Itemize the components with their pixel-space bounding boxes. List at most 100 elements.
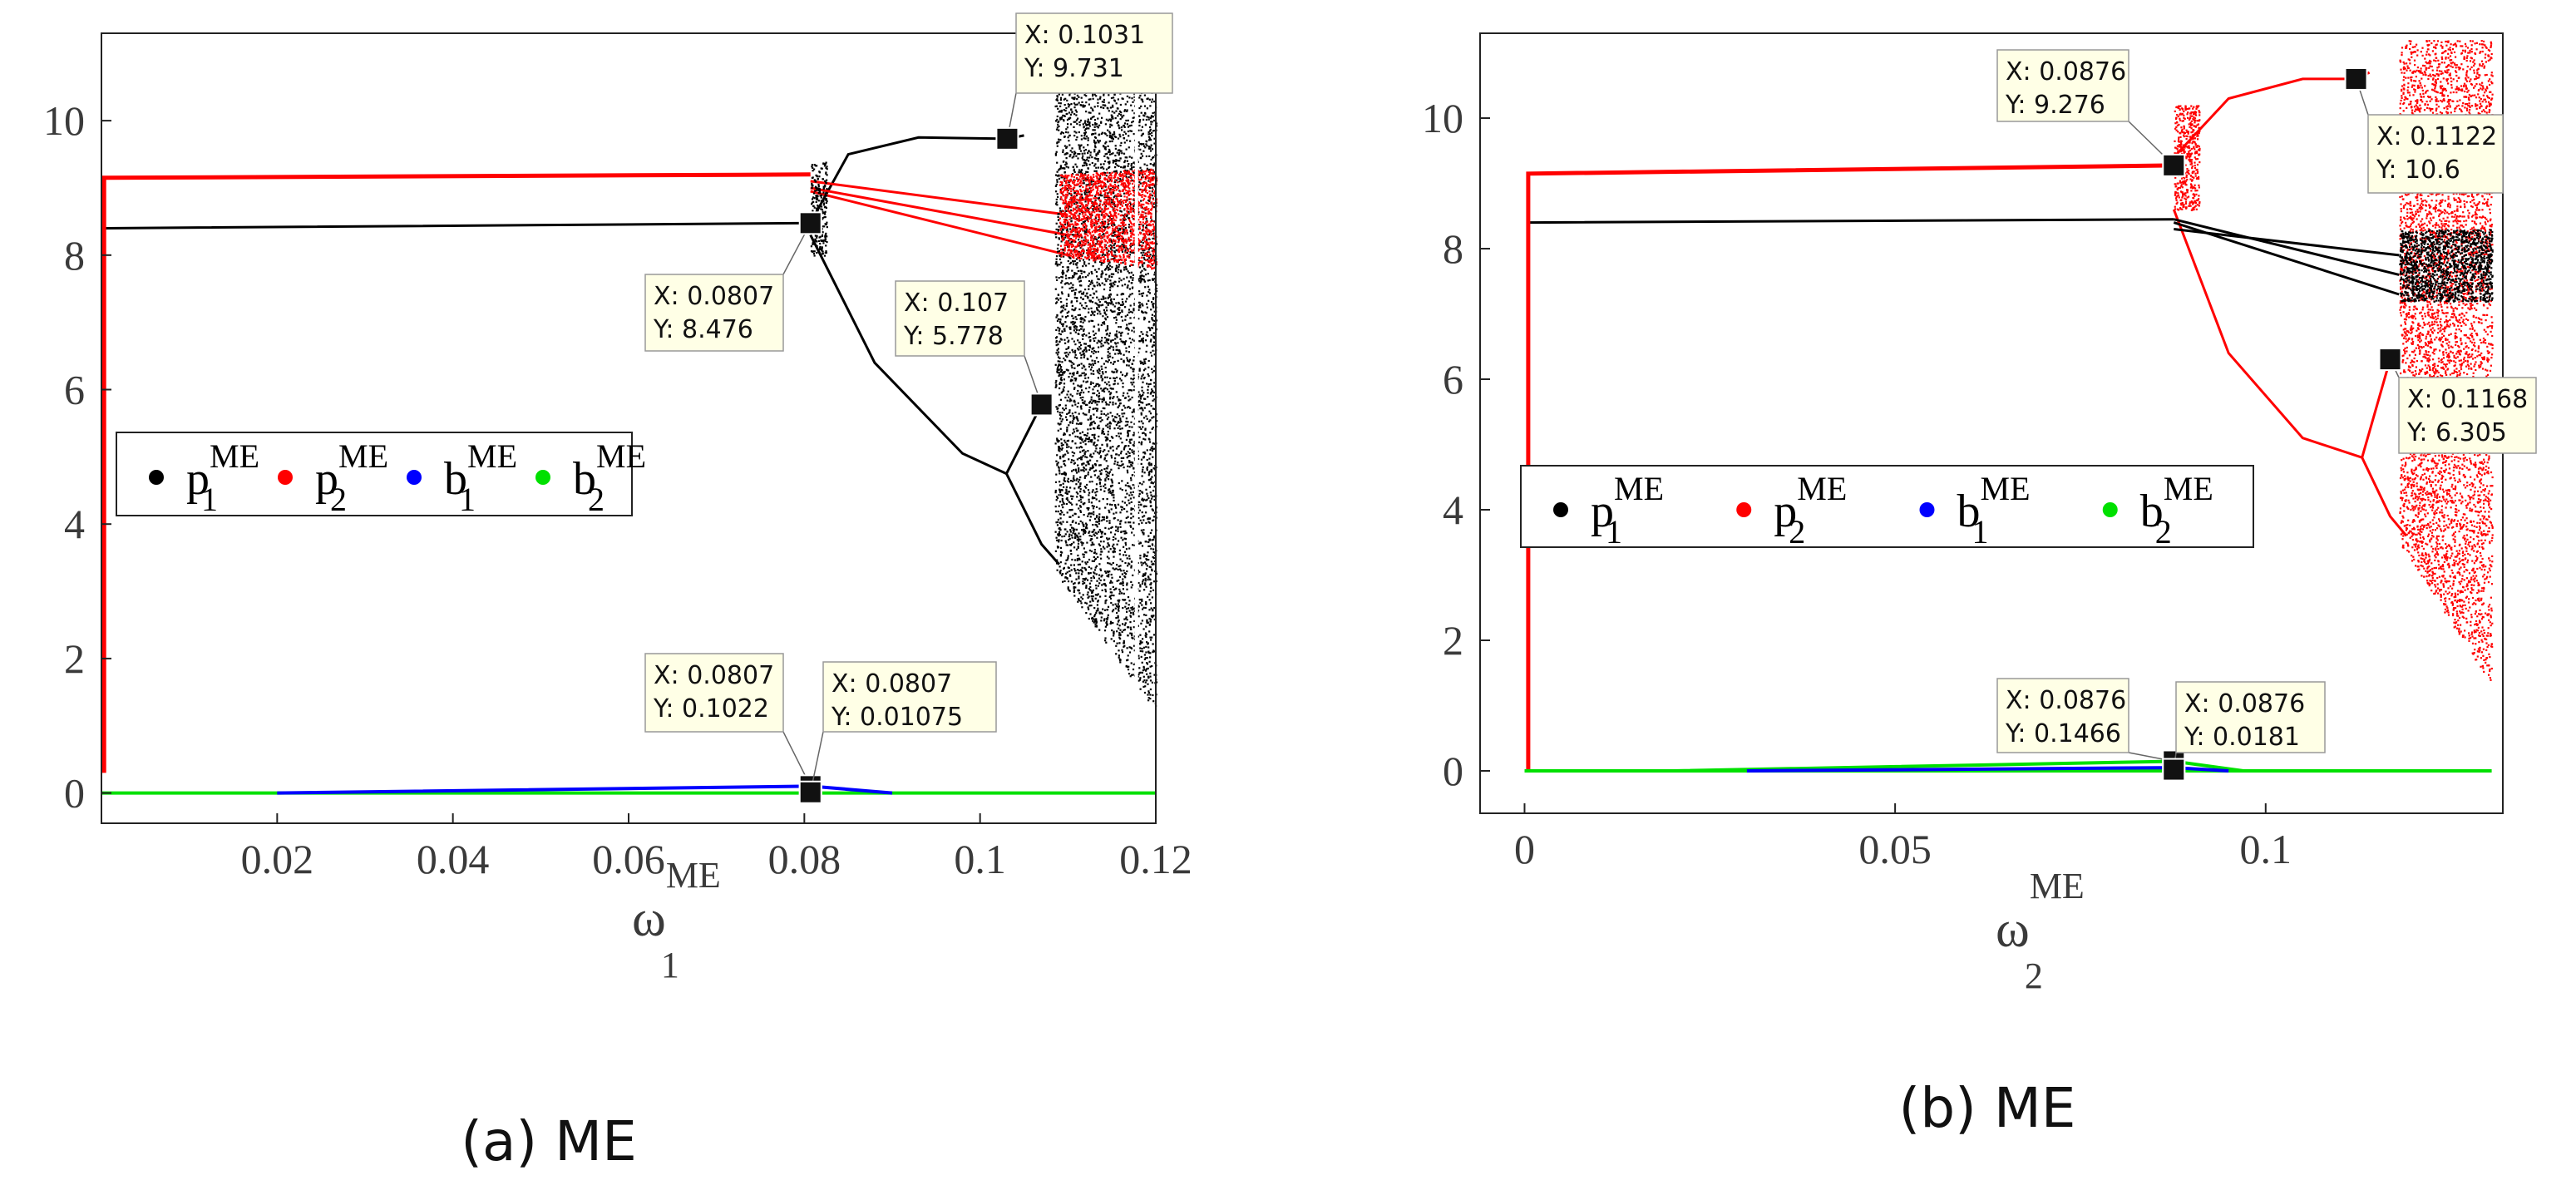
- p1-chaos-point: [1152, 230, 1155, 232]
- p1-chaos-point: [1144, 433, 1147, 436]
- p1-chaos-point: [1147, 646, 1150, 649]
- p1-transition-point: [818, 247, 822, 249]
- p1-chaos-point: [1110, 135, 1113, 137]
- p1-chaos-point: [1088, 98, 1090, 101]
- p1-chaos-point: [1092, 464, 1094, 467]
- p1-chaos-point: [1081, 399, 1083, 402]
- p1-chaos-point: [1133, 452, 1135, 455]
- p1-chaos-point: [1112, 561, 1114, 565]
- p1-chaos-point: [1106, 338, 1108, 341]
- p1-chaos-point: [1124, 397, 1127, 399]
- p1-chaos-point: [1142, 532, 1145, 535]
- p1-chaos-point: [1115, 435, 1118, 437]
- p1-chaos-point: [1068, 574, 1072, 576]
- p1-chaos-point: [1067, 353, 1069, 356]
- p1-chaos-point: [1065, 304, 1068, 307]
- p1-chaos-point: [1141, 598, 1143, 600]
- p1-chaos-point: [1056, 204, 1059, 206]
- p1-chaos-point: [1078, 540, 1080, 542]
- p1-chaos-point: [1108, 421, 1111, 423]
- p1-chaos-point: [1065, 497, 1068, 500]
- p1-chaos-point: [1079, 406, 1082, 408]
- p1-chaos-point: [1079, 491, 1082, 493]
- p1-chaos-point: [1084, 551, 1087, 554]
- p1-chaos-point: [1078, 374, 1081, 377]
- p1-chaos-point: [1100, 132, 1103, 136]
- p1-chaos-point: [1110, 491, 1113, 495]
- p1-chaos-point: [1153, 142, 1156, 145]
- p1-chaos-point: [1139, 401, 1142, 403]
- p1-chaos-point: [1093, 116, 1095, 118]
- p1-chaos-point: [1110, 339, 1113, 342]
- p1-chaos-point: [1141, 389, 1143, 392]
- p1-chaos-point: [1133, 195, 1136, 197]
- p1-chaos-point: [1118, 245, 1121, 248]
- p1-chaos-point: [1145, 634, 1147, 636]
- p1-chaos-point: [1072, 351, 1074, 353]
- p1-chaos-point: [1103, 541, 1105, 543]
- p1-chaos-point: [1064, 464, 1067, 467]
- p1-chaos-point: [1057, 439, 1059, 442]
- p1-chaos-point: [1073, 153, 1075, 156]
- p1-chaos-point: [1133, 116, 1136, 119]
- p1-chaos-point: [1147, 131, 1150, 133]
- p1-chaos-point: [1142, 437, 1145, 440]
- p1-chaos-point: [1096, 532, 1098, 535]
- p1-chaos-point: [1112, 401, 1114, 403]
- p1-chaos-point: [1085, 170, 1088, 173]
- p1-chaos-point: [1107, 348, 1109, 351]
- p1-chaos-point: [1119, 179, 1122, 181]
- p1-chaos-point: [1113, 547, 1116, 550]
- p1-chaos-point: [1059, 210, 1062, 212]
- p1-chaos-point: [1123, 166, 1126, 169]
- p1-chaos-point: [1104, 479, 1107, 482]
- p1-chaos-point: [1090, 512, 1093, 515]
- p1-chaos-point: [1128, 360, 1131, 363]
- p1-chaos-point: [1140, 279, 1142, 282]
- p1-chaos-point: [1128, 389, 1130, 392]
- p1-chaos-point: [1139, 188, 1142, 190]
- p1-chaos-point: [1062, 501, 1064, 504]
- p1-chaos-point: [1097, 101, 1099, 104]
- p1-chaos-point: [1059, 139, 1062, 141]
- p1-chaos-point: [1074, 163, 1077, 165]
- p1-chaos-point: [1152, 297, 1155, 299]
- p1-chaos-point: [1142, 341, 1144, 343]
- p1-chaos-point: [1133, 304, 1136, 306]
- p1-chaos-point: [1130, 526, 1133, 528]
- p1-chaos-point: [1073, 372, 1075, 374]
- p1-chaos-point: [1095, 610, 1098, 612]
- p1-chaos-point: [1123, 629, 1125, 631]
- p1-chaos-point: [1096, 126, 1098, 128]
- p1-chaos-point: [1083, 525, 1085, 528]
- p1-chaos-point: [1152, 467, 1155, 470]
- p1-chaos-point: [1080, 135, 1083, 137]
- p1-transition-point: [825, 250, 827, 253]
- p1-chaos-point: [1142, 378, 1145, 380]
- p1-chaos-point: [1114, 117, 1117, 120]
- p1-chaos-point: [1149, 393, 1152, 395]
- p1-chaos-point: [1121, 582, 1123, 585]
- p1-chaos-point: [1065, 348, 1068, 350]
- p1-chaos-point: [1145, 614, 1147, 616]
- p1-chaos-point: [1147, 139, 1151, 141]
- p1-chaos-point: [1125, 350, 1128, 353]
- p1-chaos-point: [1113, 396, 1115, 398]
- p1-chaos-point: [1112, 161, 1114, 164]
- p1-chaos-point: [1142, 373, 1144, 376]
- p1-chaos-point: [1133, 374, 1135, 377]
- p1-chaos-point: [1112, 567, 1114, 570]
- p1-chaos-point: [1098, 611, 1101, 614]
- p1-chaos-point: [1089, 355, 1092, 358]
- p1-chaos-point: [1140, 442, 1142, 445]
- p1-chaos-point: [1103, 225, 1106, 228]
- p1-chaos: [1054, 40, 1158, 707]
- p1-chaos-point: [1092, 180, 1094, 183]
- p1-chaos-point: [1139, 94, 1142, 97]
- p1-chaos-point: [1139, 281, 1142, 284]
- p1-chaos-point: [1079, 324, 1082, 328]
- p1-chaos-point: [1059, 423, 1061, 426]
- p1-chaos-point: [1127, 328, 1129, 330]
- p1-chaos-point: [1096, 521, 1098, 523]
- p1-chaos-point: [1067, 341, 1069, 343]
